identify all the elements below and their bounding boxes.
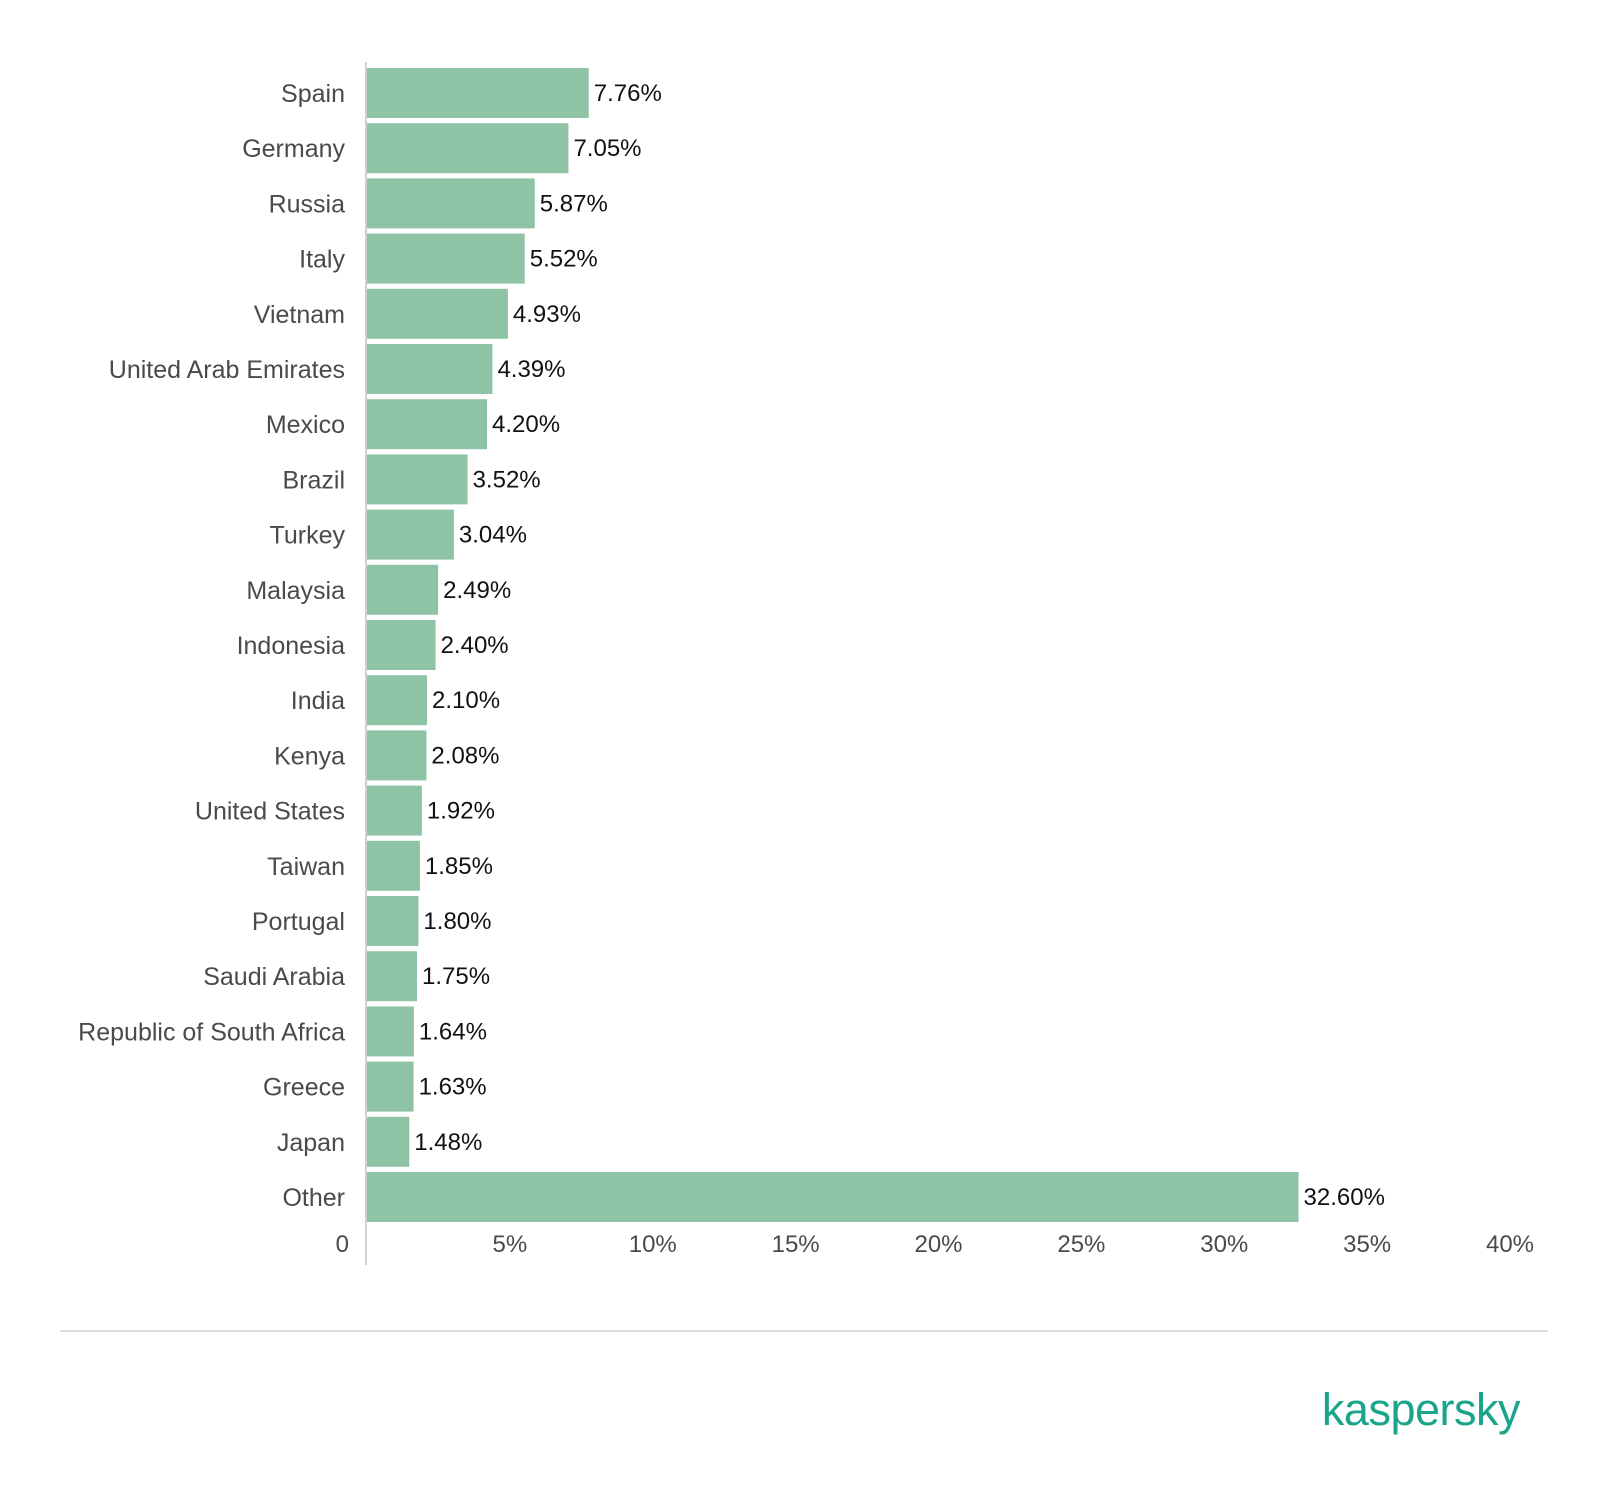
category-label: Saudi Arabia [203, 963, 345, 991]
x-tick-label: 40% [1486, 1231, 1534, 1258]
category-label: Japan [277, 1129, 345, 1157]
bar [367, 344, 493, 394]
x-tick-label: 10% [629, 1231, 677, 1258]
bar [367, 951, 418, 1002]
bar [367, 1006, 414, 1057]
x-tick-label: 35% [1343, 1231, 1391, 1258]
data-label: 5.52% [530, 246, 598, 273]
bar [367, 454, 468, 505]
category-label: Vietnam [254, 301, 345, 329]
category-label: Italy [299, 246, 345, 274]
bar [367, 509, 454, 560]
category-label: Turkey [270, 522, 346, 550]
data-label: 5.87% [540, 190, 608, 217]
category-label: Kenya [274, 742, 345, 770]
data-label: 32.60% [1304, 1184, 1385, 1211]
x-tick-label: 20% [914, 1231, 962, 1258]
category-label: Other [282, 1184, 345, 1212]
data-label: 1.92% [427, 798, 495, 825]
bar [367, 1116, 410, 1167]
category-label: Portugal [252, 908, 345, 936]
x-tick-label: 15% [772, 1231, 820, 1258]
bar [367, 1061, 414, 1112]
category-label: Germany [242, 135, 345, 163]
data-label: 1.75% [422, 963, 490, 990]
category-label: Republic of South Africa [78, 1018, 345, 1046]
data-label: 4.39% [497, 356, 565, 383]
data-label: 2.08% [431, 742, 499, 769]
category-label: Malaysia [246, 577, 345, 605]
bar [367, 896, 419, 946]
category-label: Indonesia [237, 632, 346, 660]
category-label: Russia [269, 190, 346, 218]
category-label: Brazil [282, 466, 345, 494]
category-label: Mexico [266, 411, 345, 439]
category-label: India [291, 687, 345, 715]
x-tick-label: 0 [336, 1231, 349, 1258]
x-tick-label: 25% [1057, 1231, 1105, 1258]
bar [367, 675, 428, 726]
bar [367, 178, 535, 229]
bar [367, 68, 589, 118]
data-label: 4.93% [513, 301, 581, 328]
bar [367, 730, 427, 781]
category-label: Spain [281, 80, 345, 108]
kaspersky-logo: kaspersky [1310, 1380, 1521, 1440]
brand-wordmark: kaspersky [1321, 1384, 1521, 1435]
data-label: 7.76% [594, 80, 662, 107]
category-label: Greece [263, 1074, 345, 1102]
bar [367, 840, 420, 891]
category-label: United Arab Emirates [109, 356, 345, 384]
category-label: United States [195, 798, 345, 826]
bar [367, 399, 488, 450]
footer-divider [60, 1330, 1548, 1332]
data-label: 4.20% [492, 411, 560, 438]
bar [367, 620, 436, 670]
bar [367, 785, 422, 836]
bar [367, 233, 525, 284]
data-label: 1.80% [423, 908, 491, 935]
data-label: 3.52% [473, 466, 541, 493]
data-label: 2.10% [432, 687, 500, 714]
bar [367, 123, 569, 174]
data-label: 1.48% [414, 1129, 482, 1156]
bar-chart: Spain 7.76% Germany 7.05% Russia 5.87% Italy 5.… [78, 62, 1534, 1265]
bar [367, 1172, 1299, 1222]
data-label: 1.85% [425, 853, 493, 880]
data-label: 3.04% [459, 522, 527, 549]
data-label: 2.40% [441, 632, 509, 659]
data-label: 7.05% [573, 135, 641, 162]
data-label: 2.49% [443, 577, 511, 604]
category-label: Taiwan [267, 853, 345, 881]
bar [367, 564, 439, 615]
x-tick-label: 30% [1200, 1231, 1248, 1258]
data-label: 1.64% [419, 1018, 487, 1045]
bar [367, 288, 508, 339]
data-label: 1.63% [419, 1074, 487, 1101]
x-tick-label: 5% [493, 1231, 528, 1258]
